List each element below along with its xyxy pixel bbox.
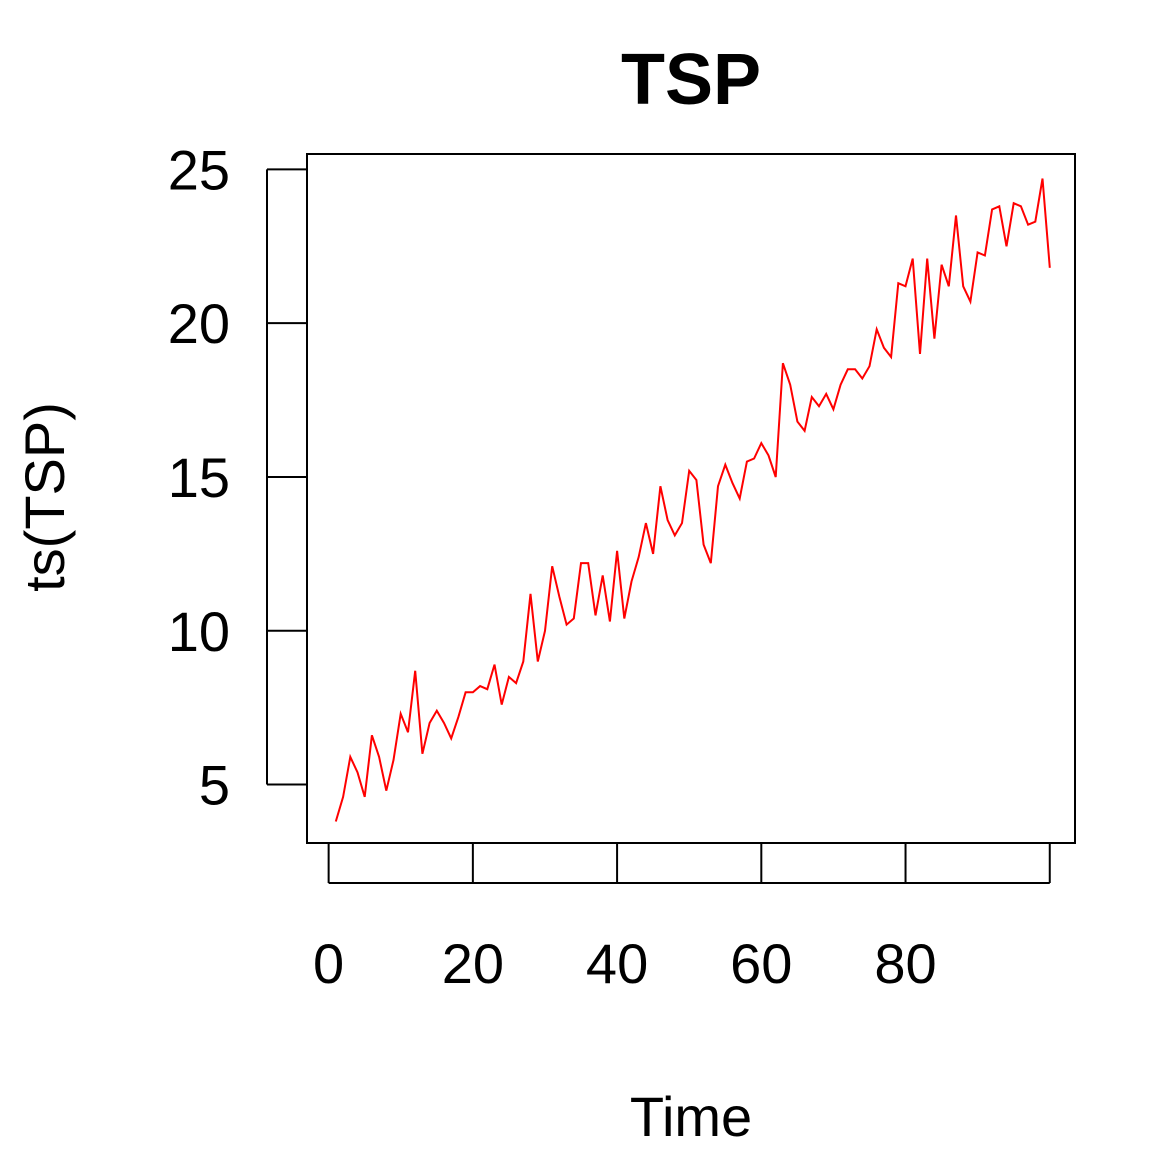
x-tick-label: 0 [313,932,344,995]
x-tick-label: 40 [586,932,648,995]
y-tick-label: 20 [168,292,230,355]
y-axis: 5 10 15 20 25 [168,138,307,817]
y-tick-label: 25 [168,138,230,201]
x-tick-label: 20 [442,932,504,995]
y-tick-label: 15 [168,446,230,509]
y-tick-label: 5 [199,754,230,817]
x-axis-label: Time [630,1085,752,1148]
chart-title: TSP [621,40,761,120]
x-tick-label: 60 [730,932,792,995]
x-axis: 0 20 40 60 80 [313,843,1051,995]
plot-area-frame [306,153,1076,844]
y-tick-label: 10 [168,600,230,663]
x-tick-label: 80 [874,932,936,995]
series-line [334,178,1051,822]
y-axis-label: ts(TSP) [13,402,76,592]
